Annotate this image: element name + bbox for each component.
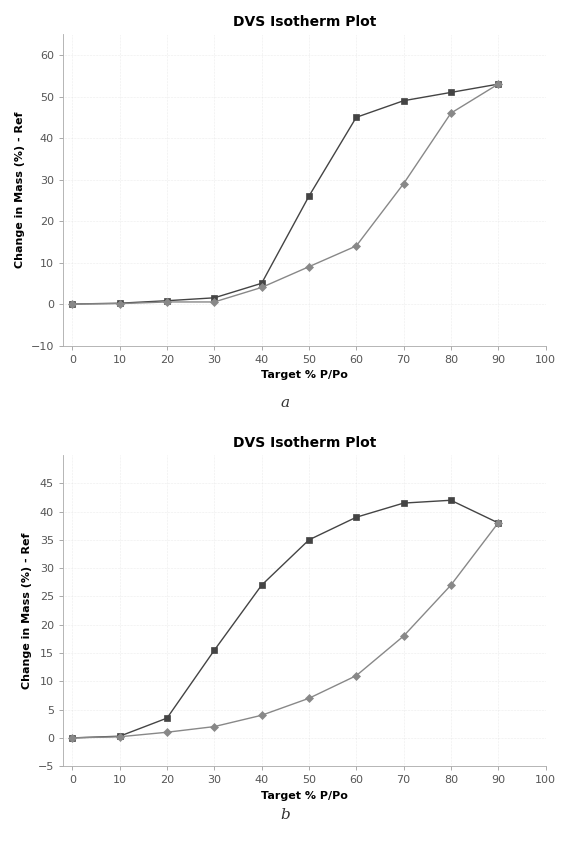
X-axis label: Target % P/Po: Target % P/Po bbox=[261, 370, 348, 380]
Title: DVS Isotherm Plot: DVS Isotherm Plot bbox=[232, 436, 376, 450]
Y-axis label: Change in Mass (%) - Ref: Change in Mass (%) - Ref bbox=[22, 532, 32, 689]
Y-axis label: Change in Mass (%) - Ref: Change in Mass (%) - Ref bbox=[15, 112, 25, 268]
Text: a: a bbox=[281, 396, 290, 410]
X-axis label: Target % P/Po: Target % P/Po bbox=[261, 791, 348, 801]
Title: DVS Isotherm Plot: DVS Isotherm Plot bbox=[232, 15, 376, 29]
Text: b: b bbox=[280, 808, 291, 822]
